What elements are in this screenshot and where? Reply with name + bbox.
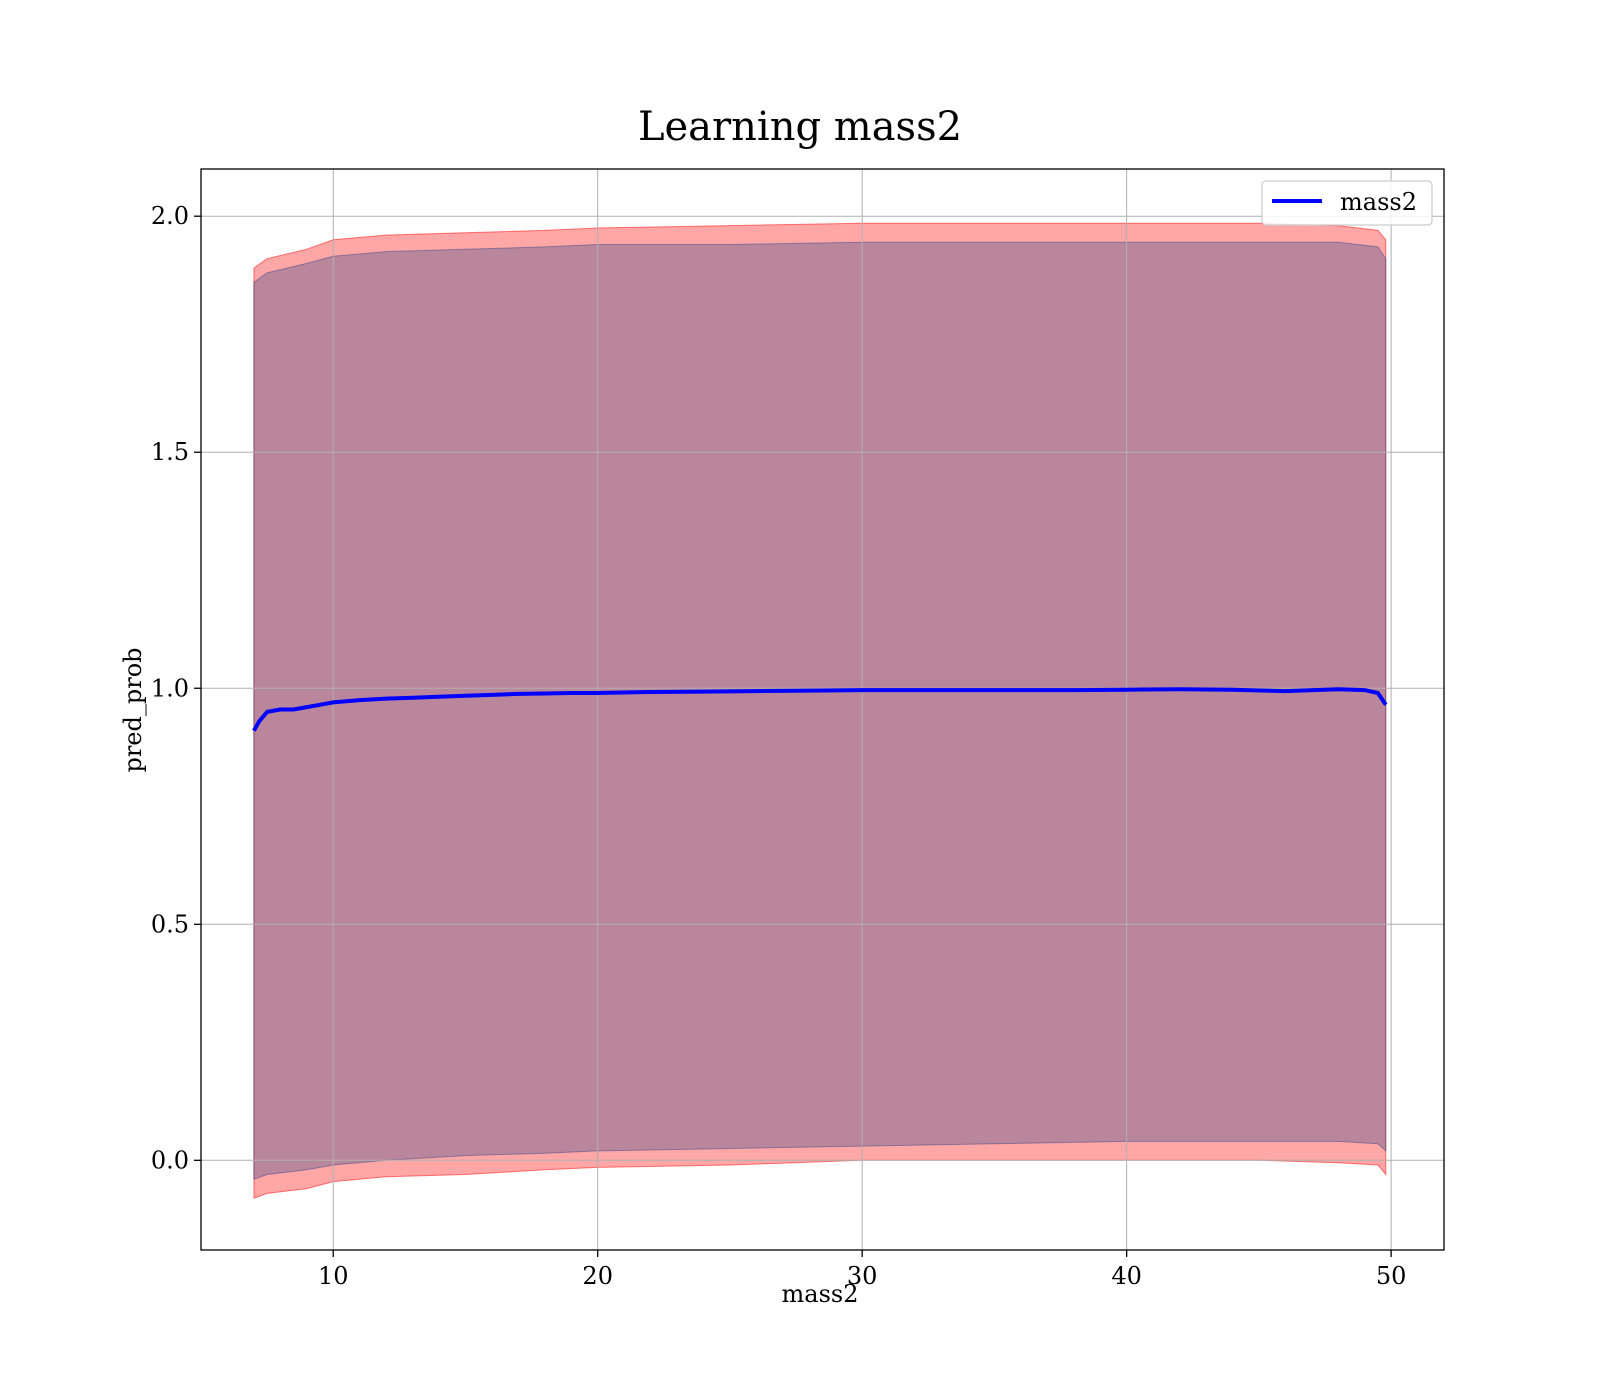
x-tick-label-0: 10 xyxy=(318,1262,349,1290)
x-axis-label: mass2 xyxy=(782,1280,859,1308)
y-tick-label-2: 1.0 xyxy=(151,674,189,702)
confidence-band-1 xyxy=(253,241,1387,1180)
x-tick-label-4: 50 xyxy=(1376,1262,1407,1290)
legend-label-mass2: mass2 xyxy=(1340,188,1417,216)
plot-area: 10 20 30 40 50 0.0 0.5 1.0 1.5 2.0 xyxy=(151,168,1445,1290)
x-tick-label-1: 20 xyxy=(582,1262,613,1290)
y-axis-label: pred_prob xyxy=(119,647,147,772)
chart-title: Learning mass2 xyxy=(638,104,962,150)
confidence-band-0 xyxy=(253,222,1387,1199)
series-line-mass2 xyxy=(252,687,1388,732)
legend-box xyxy=(1261,180,1433,226)
y-tick-label-3: 1.5 xyxy=(151,438,189,466)
x-tick-label-2: 30 xyxy=(847,1262,878,1290)
y-tick-label-4: 2.0 xyxy=(151,202,189,230)
y-tick-label-1: 0.5 xyxy=(151,910,189,938)
x-tick-label-3: 40 xyxy=(1111,1262,1142,1290)
legend: mass2 xyxy=(1261,180,1433,226)
plot-frame xyxy=(200,168,1445,1251)
y-tick-label-0: 0.0 xyxy=(151,1146,189,1174)
